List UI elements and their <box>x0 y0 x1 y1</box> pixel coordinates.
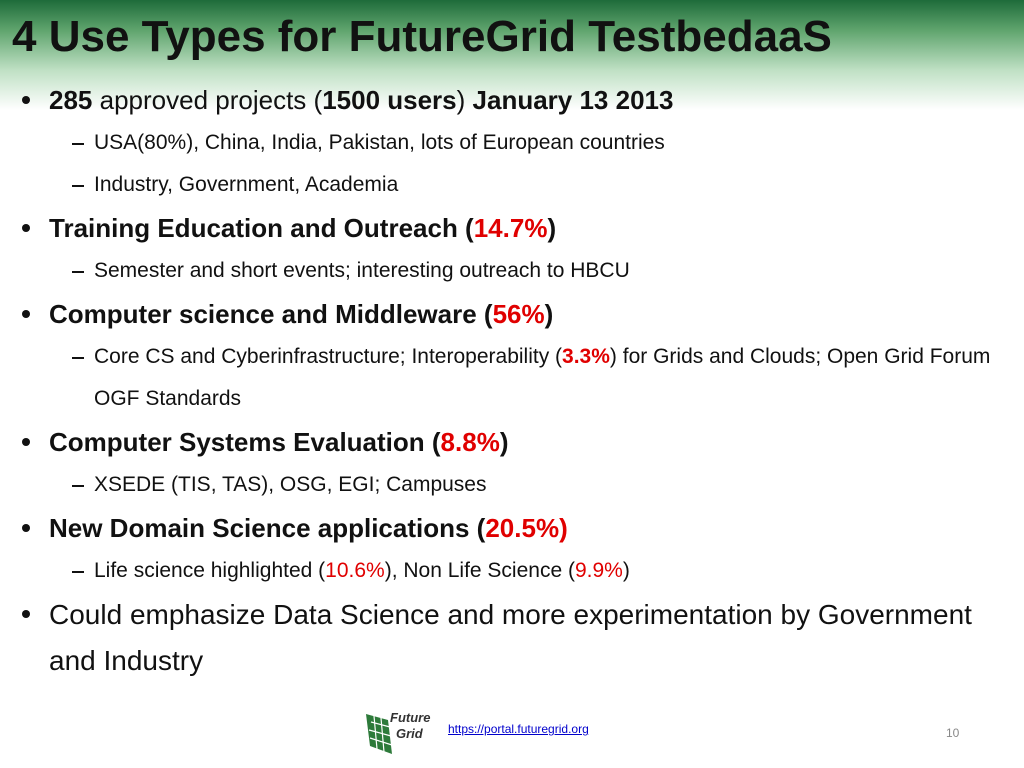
bullet: Computer science and Middleware (56%) <box>18 292 1008 336</box>
text-run: ) <box>547 213 557 243</box>
sub-bullet: Life science highlighted (10.6%), Non Li… <box>18 550 1008 592</box>
dash-marker <box>72 271 84 273</box>
text-run: 20.5%) <box>485 513 568 543</box>
text-run: ) <box>544 299 554 329</box>
bullet: Training Education and Outreach (14.7%) <box>18 206 1008 250</box>
dash-marker <box>72 357 84 359</box>
bullet-marker <box>22 310 30 318</box>
text-run: 56% <box>492 299 545 329</box>
logo-text: Grid <box>396 726 424 741</box>
logo: Future Grid <box>366 710 430 754</box>
text-run: USA(80%), China, India, Pakistan, lots o… <box>94 131 665 154</box>
text-run: January 13 2013 <box>472 85 674 115</box>
bullet-marker <box>22 96 30 104</box>
text-run: Semester and short events; interesting o… <box>94 259 630 282</box>
text-run: New Domain Science applications ( <box>49 513 486 543</box>
bullet-marker <box>22 224 30 232</box>
text-run: Training Education and Outreach ( <box>49 213 474 243</box>
text-run: ) for Grids and Clouds; Open Grid Forum … <box>94 345 991 410</box>
text-run: 14.7% <box>473 213 548 243</box>
logo-text: Future <box>390 710 430 725</box>
bullet: New Domain Science applications (20.5%) <box>18 506 1008 550</box>
text-run: XSEDE (TIS, TAS), OSG, EGI; Campuses <box>94 473 487 496</box>
text-run: ) <box>622 559 630 582</box>
text-run: 9.9% <box>574 559 623 582</box>
text-run: ) <box>499 427 509 457</box>
dash-marker <box>72 143 84 145</box>
text-run: 1500 users <box>322 85 457 115</box>
bullet: Could emphasize Data Science and more ex… <box>18 592 1008 684</box>
page-number: 10 <box>946 726 960 740</box>
logo-grid <box>366 714 392 754</box>
sub-bullet: XSEDE (TIS, TAS), OSG, EGI; Campuses <box>18 464 1008 506</box>
text-run: 10.6% <box>325 559 385 582</box>
sub-bullet: Core CS and Cyberinfrastructure; Interop… <box>18 336 1008 420</box>
text-run: 8.8% <box>440 427 500 457</box>
dash-marker <box>72 571 84 573</box>
text-run: Industry, Government, Academia <box>94 173 399 196</box>
text-run: 3.3% <box>562 345 610 368</box>
text-run: Computer Systems Evaluation ( <box>49 427 441 457</box>
bullet-marker <box>22 524 30 532</box>
bullet-list: 285 approved projects (1500 users) Janua… <box>18 78 1008 684</box>
sub-bullet: Industry, Government, Academia <box>18 164 1008 206</box>
sub-bullet: USA(80%), China, India, Pakistan, lots o… <box>18 122 1008 164</box>
text-run: approved projects ( <box>92 85 323 115</box>
text-run: 285 <box>49 85 93 115</box>
bullet-marker <box>22 610 30 618</box>
text-run: Computer science and Middleware ( <box>49 299 493 329</box>
text-run: ) <box>456 85 473 115</box>
footer-link[interactable]: https://portal.futuregrid.org <box>448 722 589 736</box>
text-run: Could emphasize Data Science and more ex… <box>49 599 972 676</box>
text-run: Life science highlighted ( <box>94 559 326 582</box>
text-run: ), Non Life Science ( <box>384 559 575 582</box>
text-run: Core CS and Cyberinfrastructure; Interop… <box>94 345 563 368</box>
sub-bullet: Semester and short events; interesting o… <box>18 250 1008 292</box>
bullet: 285 approved projects (1500 users) Janua… <box>18 78 1008 122</box>
dash-marker <box>72 185 84 187</box>
bullet: Computer Systems Evaluation (8.8%) <box>18 420 1008 464</box>
dash-marker <box>72 485 84 487</box>
slide-title: 4 Use Types for FutureGrid TestbedaaS <box>12 12 832 61</box>
logo-grid-lines <box>368 715 393 753</box>
bullet-marker <box>22 438 30 446</box>
